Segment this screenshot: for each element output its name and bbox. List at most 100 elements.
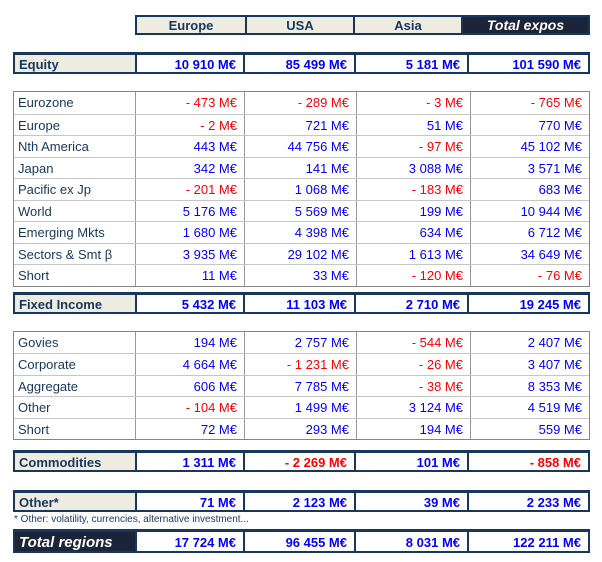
cell-total: 3 407 M€ xyxy=(470,354,589,375)
equity-total-value: 101 590 M€ xyxy=(467,55,588,72)
cell-europe: 194 M€ xyxy=(135,331,244,353)
row-label: Corporate xyxy=(18,357,76,372)
cell-total: 45 102 M€ xyxy=(470,136,589,157)
cell-europe: 606 M€ xyxy=(135,375,244,396)
section-label-fixed-income: Fixed Income xyxy=(15,294,135,312)
cell-total: 683 M€ xyxy=(470,179,589,200)
cell-usa: 1 499 M€ xyxy=(244,397,356,418)
fixed-income-asia-value: 2 710 M€ xyxy=(354,294,467,312)
row-label: Pacific ex Jp xyxy=(18,182,91,197)
cell-asia: - 120 M€ xyxy=(356,265,470,286)
table-row-govies: Govies 194 M€ 2 757 M€ - 544 M€ 2 407 M€ xyxy=(14,331,589,353)
total-regions-row: Total regions 17 724 M€ 96 455 M€ 8 031 … xyxy=(13,529,590,553)
table-row-fi-other: Other - 104 M€ 1 499 M€ 3 124 M€ 4 519 M… xyxy=(14,396,589,418)
cell-asia: - 183 M€ xyxy=(356,179,470,200)
commodities-europe-value: 1 311 M€ xyxy=(135,453,243,470)
equity-asia-value: 5 181 M€ xyxy=(354,55,467,72)
cell-usa: 2 757 M€ xyxy=(244,331,356,353)
row-label: Aggregate xyxy=(18,378,78,394)
cell-total: - 765 M€ xyxy=(470,92,589,114)
row-label: World xyxy=(18,203,52,219)
equity-breakdown-table: Eurozone - 473 M€ - 289 M€ - 3 M€ - 765 … xyxy=(13,91,590,287)
cell-asia: 194 M€ xyxy=(356,418,470,439)
table-row-japan: Japan 342 M€ 141 M€ 3 088 M€ 3 571 M€ xyxy=(14,156,589,178)
fixed-income-summary-row: Fixed Income 5 432 M€ 11 103 M€ 2 710 M€… xyxy=(13,291,590,314)
other-total-value: 2 233 M€ xyxy=(467,493,588,510)
cell-usa: 33 M€ xyxy=(244,265,356,286)
cell-total: 34 649 M€ xyxy=(470,243,589,264)
cell-europe: - 104 M€ xyxy=(135,397,244,418)
other-footnote: * Other: volatility, currencies, alterna… xyxy=(14,514,249,525)
cell-usa: 29 102 M€ xyxy=(244,243,356,264)
table-row-pacific-ex-jp: Pacific ex Jp - 201 M€ 1 068 M€ - 183 M€… xyxy=(14,178,589,200)
cell-asia: 51 M€ xyxy=(356,114,470,135)
cell-usa: 7 785 M€ xyxy=(244,375,356,396)
row-label: Short xyxy=(18,421,50,437)
fixed-income-total-value: 19 245 M€ xyxy=(467,294,588,312)
total-europe-value: 17 724 M€ xyxy=(135,532,243,551)
cell-europe: 72 M€ xyxy=(135,418,244,439)
row-label: Short xyxy=(18,268,50,283)
cell-total: 10 944 M€ xyxy=(470,200,589,221)
cell-asia: - 97 M€ xyxy=(356,136,470,157)
cell-total: 770 M€ xyxy=(470,114,589,135)
cell-usa: 4 398 M€ xyxy=(244,222,356,243)
row-label: Other xyxy=(18,400,51,415)
cell-asia: 1 613 M€ xyxy=(356,243,470,264)
cell-usa: 293 M€ xyxy=(244,418,356,439)
fixed-income-breakdown-table: Govies 194 M€ 2 757 M€ - 544 M€ 2 407 M€… xyxy=(13,330,590,440)
cell-asia: - 38 M€ xyxy=(356,375,470,396)
table-row-europe: Europe - 2 M€ 721 M€ 51 M€ 770 M€ xyxy=(14,113,589,135)
cell-europe: 4 664 M€ xyxy=(135,354,244,375)
other-asia-value: 39 M€ xyxy=(354,493,467,510)
cell-usa: 44 756 M€ xyxy=(244,136,356,157)
cell-usa: 141 M€ xyxy=(244,157,356,178)
other-europe-value: 71 M€ xyxy=(135,493,243,510)
section-label-total-regions: Total regions xyxy=(15,532,135,551)
cell-total: 3 571 M€ xyxy=(470,157,589,178)
section-label-commodities: Commodities xyxy=(15,453,135,470)
cell-asia: - 544 M€ xyxy=(356,331,470,353)
total-usa-value: 96 455 M€ xyxy=(243,532,354,551)
column-header-total-expos: Total expos xyxy=(461,17,588,33)
cell-total: 2 407 M€ xyxy=(470,331,589,353)
commodities-total-value: - 858 M€ xyxy=(467,453,588,470)
column-header-europe: Europe xyxy=(137,17,245,33)
other-usa-value: 2 123 M€ xyxy=(243,493,354,510)
cell-europe: - 201 M€ xyxy=(135,179,244,200)
column-header-row: Europe USA Asia Total expos xyxy=(135,15,590,35)
total-asia-value: 8 031 M€ xyxy=(354,532,467,551)
other-summary-row: Other* 71 M€ 2 123 M€ 39 M€ 2 233 M€ xyxy=(13,490,590,512)
cell-asia: - 26 M€ xyxy=(356,354,470,375)
cell-europe: - 473 M€ xyxy=(135,92,244,114)
cell-europe: 1 680 M€ xyxy=(135,222,244,243)
row-label: Nth America xyxy=(18,139,89,154)
table-row-nth-america: Nth America 443 M€ 44 756 M€ - 97 M€ 45 … xyxy=(14,135,589,157)
cell-europe: 5 176 M€ xyxy=(135,200,244,221)
section-label-other: Other* xyxy=(15,493,135,510)
total-total-value: 122 211 M€ xyxy=(467,532,588,551)
section-label-equity: Equity xyxy=(15,55,135,72)
cell-asia: 634 M€ xyxy=(356,222,470,243)
row-label: Govies xyxy=(18,334,59,350)
equity-europe-value: 10 910 M€ xyxy=(135,55,243,72)
cell-total: - 76 M€ xyxy=(470,265,589,286)
table-row-emerging-mkts: Emerging Mkts 1 680 M€ 4 398 M€ 634 M€ 6… xyxy=(14,221,589,243)
cell-europe: 3 935 M€ xyxy=(135,243,244,264)
cell-asia: 3 088 M€ xyxy=(356,157,470,178)
cell-total: 8 353 M€ xyxy=(470,375,589,396)
equity-summary-row: Equity 10 910 M€ 85 499 M€ 5 181 M€ 101 … xyxy=(13,52,590,74)
cell-asia: 199 M€ xyxy=(356,200,470,221)
cell-usa: - 1 231 M€ xyxy=(244,354,356,375)
cell-usa: 1 068 M€ xyxy=(244,179,356,200)
cell-europe: 11 M€ xyxy=(135,265,244,286)
fixed-income-usa-value: 11 103 M€ xyxy=(243,294,354,312)
cell-total: 559 M€ xyxy=(470,418,589,439)
fixed-income-europe-value: 5 432 M€ xyxy=(135,294,243,312)
row-label: Sectors & Smt β xyxy=(18,246,113,262)
cell-europe: 443 M€ xyxy=(135,136,244,157)
cell-total: 4 519 M€ xyxy=(470,397,589,418)
cell-asia: 3 124 M€ xyxy=(356,397,470,418)
table-row-fi-short: Short 72 M€ 293 M€ 194 M€ 559 M€ xyxy=(14,417,589,439)
row-label: Eurozone xyxy=(18,95,74,110)
